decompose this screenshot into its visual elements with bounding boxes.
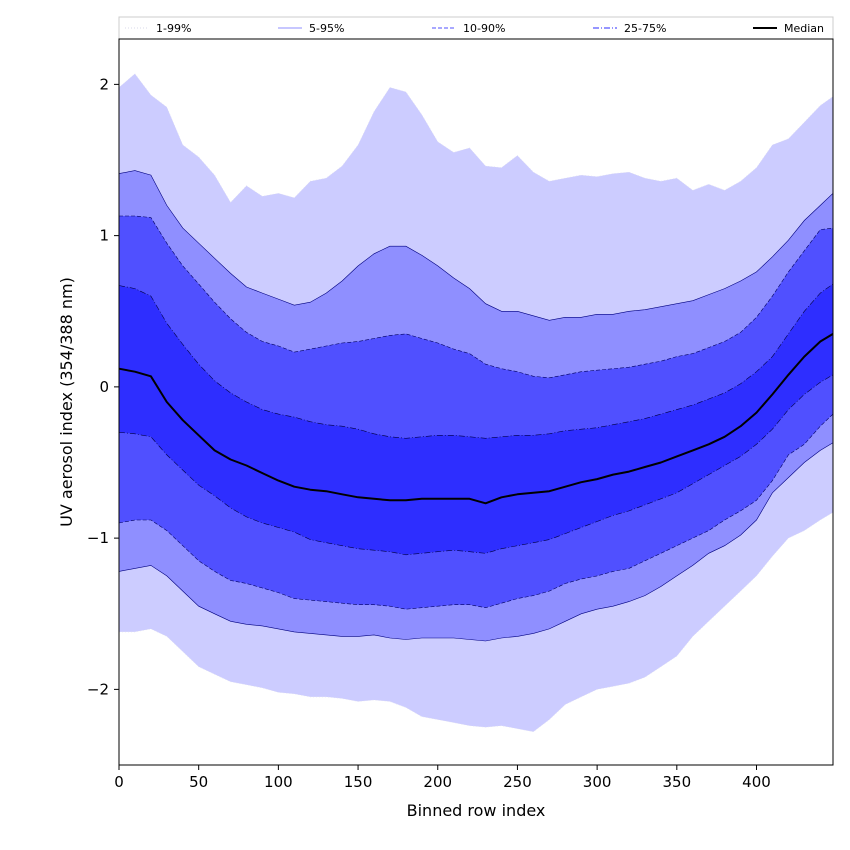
band-10-90-lower-edge xyxy=(118,413,834,610)
band-25-75-lower-edge xyxy=(118,374,834,556)
legend-label: 5-95% xyxy=(309,22,344,35)
x-tick-label: 400 xyxy=(742,773,771,791)
y-tick-label: 2 xyxy=(99,75,109,93)
x-tick-label: 0 xyxy=(114,773,124,791)
legend-item-10-90: 10-90% xyxy=(432,22,505,35)
legend-item-5-95: 5-95% xyxy=(278,22,344,35)
x-tick-label: 50 xyxy=(189,773,208,791)
band-10-90-upper-edge xyxy=(119,215,834,379)
series-median-line xyxy=(118,333,834,505)
legend-label: 25-75% xyxy=(624,22,666,35)
band-5-95-lower-edge xyxy=(118,442,834,642)
legend-item-25-75: 25-75% xyxy=(593,22,666,35)
plot-area xyxy=(118,38,834,766)
legend-label: 10-90% xyxy=(463,22,505,35)
legend-item-median: Median xyxy=(753,22,824,35)
y-tick-label: −2 xyxy=(87,680,109,698)
legend-items: 1-99% 5-95% 10-90% 25-75% Median xyxy=(125,22,824,35)
legend-item-1-99: 1-99% xyxy=(125,22,191,35)
legend-label: Median xyxy=(784,22,824,35)
legend-label: 1-99% xyxy=(156,22,191,35)
x-tick-label: 250 xyxy=(503,773,532,791)
y-tick-label: 1 xyxy=(99,227,109,245)
plot-frame xyxy=(118,38,834,766)
x-tick-label: 300 xyxy=(583,773,612,791)
y-tick-label: −1 xyxy=(87,529,109,547)
x-axis-label: Binned row index xyxy=(407,801,546,820)
bands-layer xyxy=(119,73,833,732)
band-5-95-upper-edge xyxy=(118,170,834,321)
lines-layer xyxy=(118,73,834,733)
x-tick-label: 150 xyxy=(344,773,373,791)
band-1-99-upper-edge xyxy=(118,73,834,203)
band-25-75-upper-edge xyxy=(118,283,834,439)
x-tick-label: 200 xyxy=(423,773,452,791)
x-tick-label: 350 xyxy=(662,773,691,791)
y-axis: −2 −1 0 1 2 xyxy=(87,75,119,698)
x-tick-label: 100 xyxy=(264,773,293,791)
legend: 1-99% 5-95% 10-90% 25-75% Median xyxy=(118,16,834,40)
x-axis: 0 50 100 150 200 250 300 350 400 xyxy=(114,765,771,791)
y-axis-label: UV aerosol index (354/388 nm) xyxy=(57,277,76,527)
y-tick-label: 0 xyxy=(99,378,109,396)
